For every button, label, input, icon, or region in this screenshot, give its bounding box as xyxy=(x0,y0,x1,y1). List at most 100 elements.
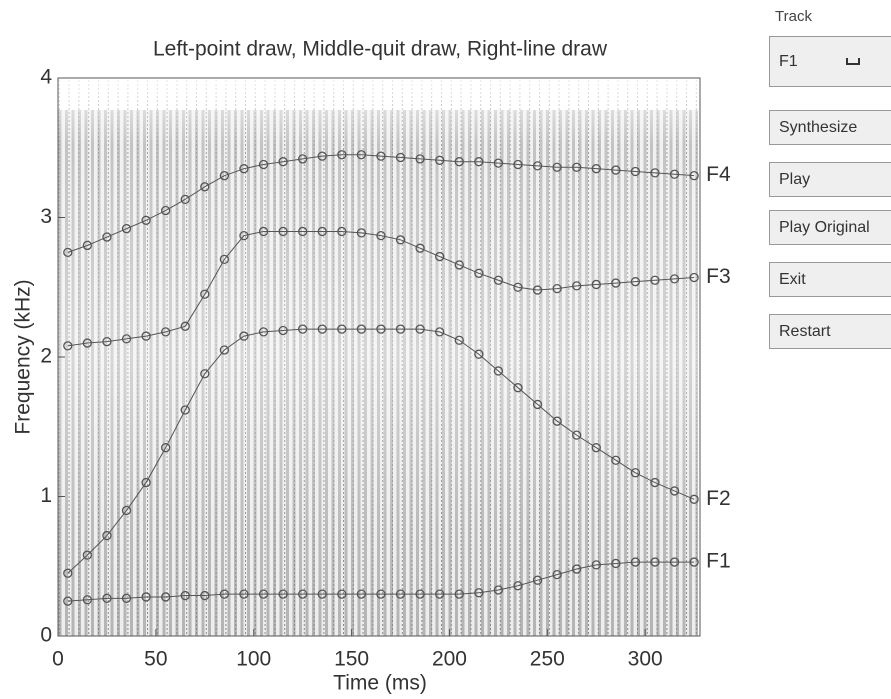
formant-point xyxy=(669,486,680,496)
x-tick-label: 250 xyxy=(530,648,565,671)
formant-point xyxy=(219,254,230,265)
formant-point xyxy=(454,335,464,345)
track-dropdown[interactable]: F1 xyxy=(769,36,891,87)
formant-point xyxy=(611,278,621,288)
formant-point xyxy=(572,564,582,574)
series-label: F2 xyxy=(706,487,731,510)
formant-point xyxy=(454,157,464,167)
formant-point xyxy=(474,157,484,167)
formant-point xyxy=(278,226,288,237)
formant-point xyxy=(219,345,230,355)
formant-point xyxy=(258,589,269,599)
formant-point xyxy=(689,494,699,504)
formant-point xyxy=(219,589,230,599)
formant-point xyxy=(630,557,641,567)
formant-point xyxy=(532,161,543,171)
formant-point xyxy=(689,272,699,283)
formant-point xyxy=(63,568,73,578)
formant-point xyxy=(630,468,641,478)
formant-point xyxy=(258,226,269,237)
formant-point xyxy=(239,164,249,174)
x-tick-label: 300 xyxy=(628,648,663,671)
formant-point xyxy=(552,162,562,172)
formant-point xyxy=(435,589,445,599)
formant-point xyxy=(258,327,269,337)
formant-track xyxy=(67,230,695,347)
button[interactable]: Play xyxy=(769,162,891,197)
formant-point xyxy=(395,589,406,599)
formant-point xyxy=(591,279,601,290)
formant-point xyxy=(63,341,73,351)
formant-point xyxy=(376,324,386,334)
formant-point xyxy=(200,182,210,192)
formant-point xyxy=(532,575,543,585)
formant-point xyxy=(689,557,699,567)
x-tick-label: 200 xyxy=(432,648,467,671)
chart-title: Left-point draw, Middle-quit draw, Right… xyxy=(153,38,608,61)
formant-point xyxy=(219,170,230,181)
formant-point xyxy=(532,399,543,410)
formant-point xyxy=(298,324,308,334)
formant-point xyxy=(493,158,504,168)
formant-point xyxy=(102,593,112,603)
formant-point xyxy=(356,324,367,334)
y-tick-label: 2 xyxy=(40,345,52,368)
formant-point xyxy=(474,268,484,278)
formant-point xyxy=(102,232,112,242)
formant-point xyxy=(650,477,660,488)
formant-point xyxy=(474,349,484,359)
track-value: F1 xyxy=(779,53,798,70)
formant-point xyxy=(630,277,641,287)
button[interactable]: Exit xyxy=(769,262,891,297)
formant-point xyxy=(82,595,93,605)
formant-point xyxy=(669,169,680,179)
x-tick-label: 0 xyxy=(52,648,64,671)
y-axis-label: Frequency (kHz) xyxy=(12,279,35,434)
y-tick-label: 4 xyxy=(40,66,52,89)
formant-point xyxy=(317,226,327,237)
formant-point xyxy=(200,590,210,601)
formant-point xyxy=(337,324,347,334)
formant-point xyxy=(141,592,151,602)
formant-point xyxy=(552,416,562,426)
formant-point xyxy=(376,151,386,161)
formant-point xyxy=(395,152,406,163)
formant-point xyxy=(356,589,367,599)
formant-point xyxy=(180,590,190,601)
button[interactable]: Play Original xyxy=(769,210,891,245)
x-tick-label: 50 xyxy=(144,648,167,671)
formant-point xyxy=(121,334,132,344)
formant-point xyxy=(337,150,347,160)
track-label: Track xyxy=(775,8,812,25)
formant-point xyxy=(337,589,347,599)
formant-point xyxy=(474,588,484,598)
formant-point xyxy=(630,166,641,177)
formant-point xyxy=(689,170,699,181)
formant-point xyxy=(121,224,132,234)
formant-point xyxy=(513,159,523,170)
formant-point xyxy=(278,157,288,167)
formant-point xyxy=(82,338,93,348)
formant-point xyxy=(513,282,523,292)
formant-point xyxy=(572,281,582,291)
formant-point xyxy=(669,557,680,567)
formant-point xyxy=(493,366,504,376)
formant-track xyxy=(67,328,695,574)
dropdown-icon xyxy=(846,58,860,65)
formant-point xyxy=(180,405,190,415)
formant-point xyxy=(611,165,621,175)
formant-point xyxy=(239,331,249,341)
formant-point xyxy=(415,589,425,599)
formant-point xyxy=(435,155,445,165)
formant-point xyxy=(258,159,269,170)
formant-point xyxy=(650,557,660,567)
formant-point xyxy=(591,560,601,570)
button[interactable]: Restart xyxy=(769,314,891,349)
button[interactable]: Synthesize xyxy=(769,110,891,145)
formant-track xyxy=(67,561,695,602)
formant-point xyxy=(513,581,523,591)
formant-point xyxy=(591,164,601,174)
formant-point xyxy=(415,324,425,334)
formant-point xyxy=(513,383,523,393)
